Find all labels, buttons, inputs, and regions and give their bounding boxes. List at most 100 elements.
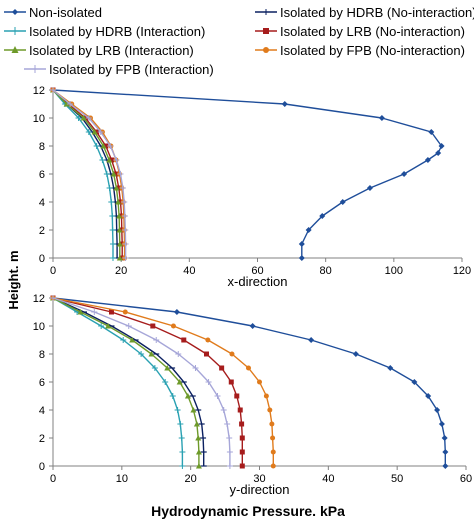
y-tick-label: 8 <box>39 141 45 153</box>
x-axis-label: y-direction <box>230 482 290 497</box>
series-line <box>52 89 443 258</box>
data-point <box>107 143 114 149</box>
data-point <box>113 171 119 177</box>
legend-marker-square-icon <box>255 28 277 34</box>
data-point <box>220 407 227 413</box>
legend-item-hdrb-interaction: Isolated by HDRB (Interaction) <box>4 22 205 40</box>
data-point <box>173 309 180 315</box>
y-tick-label: 12 <box>33 85 45 97</box>
data-point <box>270 463 276 469</box>
data-point <box>249 323 256 329</box>
series-isolated-by-hdrb-no-interaction <box>50 297 207 467</box>
data-point <box>181 337 187 343</box>
data-point <box>116 227 123 233</box>
data-point <box>97 129 104 135</box>
plot-y-direction: 0 10 20 30 40 50 60 0 2 4 6 8 10 12 y-direction <box>33 293 472 497</box>
data-point <box>108 199 115 205</box>
x-axis-label: x-direction <box>228 274 288 289</box>
data-point <box>442 463 449 469</box>
data-point <box>150 323 156 329</box>
y-tick-label: 0 <box>39 253 45 265</box>
data-point <box>85 129 92 135</box>
data-point <box>298 241 305 247</box>
data-point <box>219 365 225 371</box>
legend-item-lrb-interaction: Isolated by LRB (Interaction) <box>4 41 194 59</box>
data-point <box>267 407 273 413</box>
data-point <box>366 185 373 191</box>
data-point <box>91 129 98 135</box>
y-tick-label: 0 <box>39 461 45 473</box>
data-point <box>237 407 243 413</box>
data-point <box>214 393 221 399</box>
data-point <box>121 199 128 205</box>
series-isolated-by-hdrb-interaction <box>50 87 116 261</box>
data-point <box>190 407 197 413</box>
data-point <box>106 157 113 163</box>
data-point <box>113 157 120 163</box>
data-point <box>170 323 176 329</box>
series-isolated-by-lrb-interaction <box>50 295 202 469</box>
data-point <box>339 199 346 205</box>
data-point <box>193 421 200 427</box>
data-point <box>195 463 202 469</box>
data-point <box>184 393 191 399</box>
y-tick-label: 4 <box>39 197 45 209</box>
data-point <box>117 171 124 177</box>
data-point <box>122 241 129 247</box>
y-tick-label: 6 <box>39 377 45 389</box>
legend-marker-plus-icon <box>24 65 46 73</box>
figure-x-axis-label: Hydrodynamic Pressure. kPa <box>151 503 345 519</box>
data-point <box>103 171 110 177</box>
data-point <box>94 129 100 135</box>
data-point <box>226 435 233 441</box>
data-point <box>239 449 245 455</box>
data-point <box>116 255 123 261</box>
data-point <box>270 449 276 455</box>
data-point <box>115 199 122 205</box>
data-point <box>177 421 184 427</box>
data-point <box>110 171 117 177</box>
data-point <box>228 379 234 385</box>
x-tick-label: 50 <box>391 473 403 485</box>
data-point <box>257 379 262 385</box>
legend-label: Isolated by HDRB (Interaction) <box>29 23 206 39</box>
x-tick-label: 30 <box>253 473 265 485</box>
data-point <box>85 115 92 121</box>
data-point <box>192 365 199 371</box>
data-point <box>387 365 394 371</box>
data-point <box>298 255 305 261</box>
data-point <box>438 143 445 149</box>
legend-item-fpb-no-interaction: Isolated by FPB (No-interaction) <box>255 41 465 59</box>
x-tick-label: 120 <box>453 265 471 277</box>
data-point <box>245 365 251 371</box>
y-tick-label: 2 <box>39 225 45 237</box>
data-point <box>109 255 116 261</box>
data-point <box>122 309 128 315</box>
data-point <box>174 407 181 413</box>
x-tick-label: 10 <box>116 473 128 485</box>
data-point <box>116 213 123 219</box>
y-tick-label: 2 <box>39 433 45 445</box>
data-point <box>441 435 448 441</box>
data-point <box>305 227 312 233</box>
data-point <box>411 379 418 385</box>
series-line <box>52 297 446 466</box>
data-point <box>269 421 275 427</box>
data-point <box>109 309 115 315</box>
data-point <box>121 213 128 219</box>
data-point <box>428 129 435 135</box>
x-tick-label: 20 <box>185 473 197 485</box>
data-point <box>434 407 441 413</box>
data-point <box>435 150 442 156</box>
data-point <box>281 101 288 107</box>
data-point <box>179 463 186 469</box>
data-point <box>148 351 155 357</box>
legend-label: Isolated by FPB (No-interaction) <box>280 42 465 58</box>
series-isolated-by-fpb-interaction <box>50 87 129 261</box>
y-tick-label: 10 <box>33 321 45 333</box>
data-point <box>239 435 245 441</box>
data-point <box>162 379 169 385</box>
data-point <box>205 379 212 385</box>
data-point <box>239 463 245 469</box>
